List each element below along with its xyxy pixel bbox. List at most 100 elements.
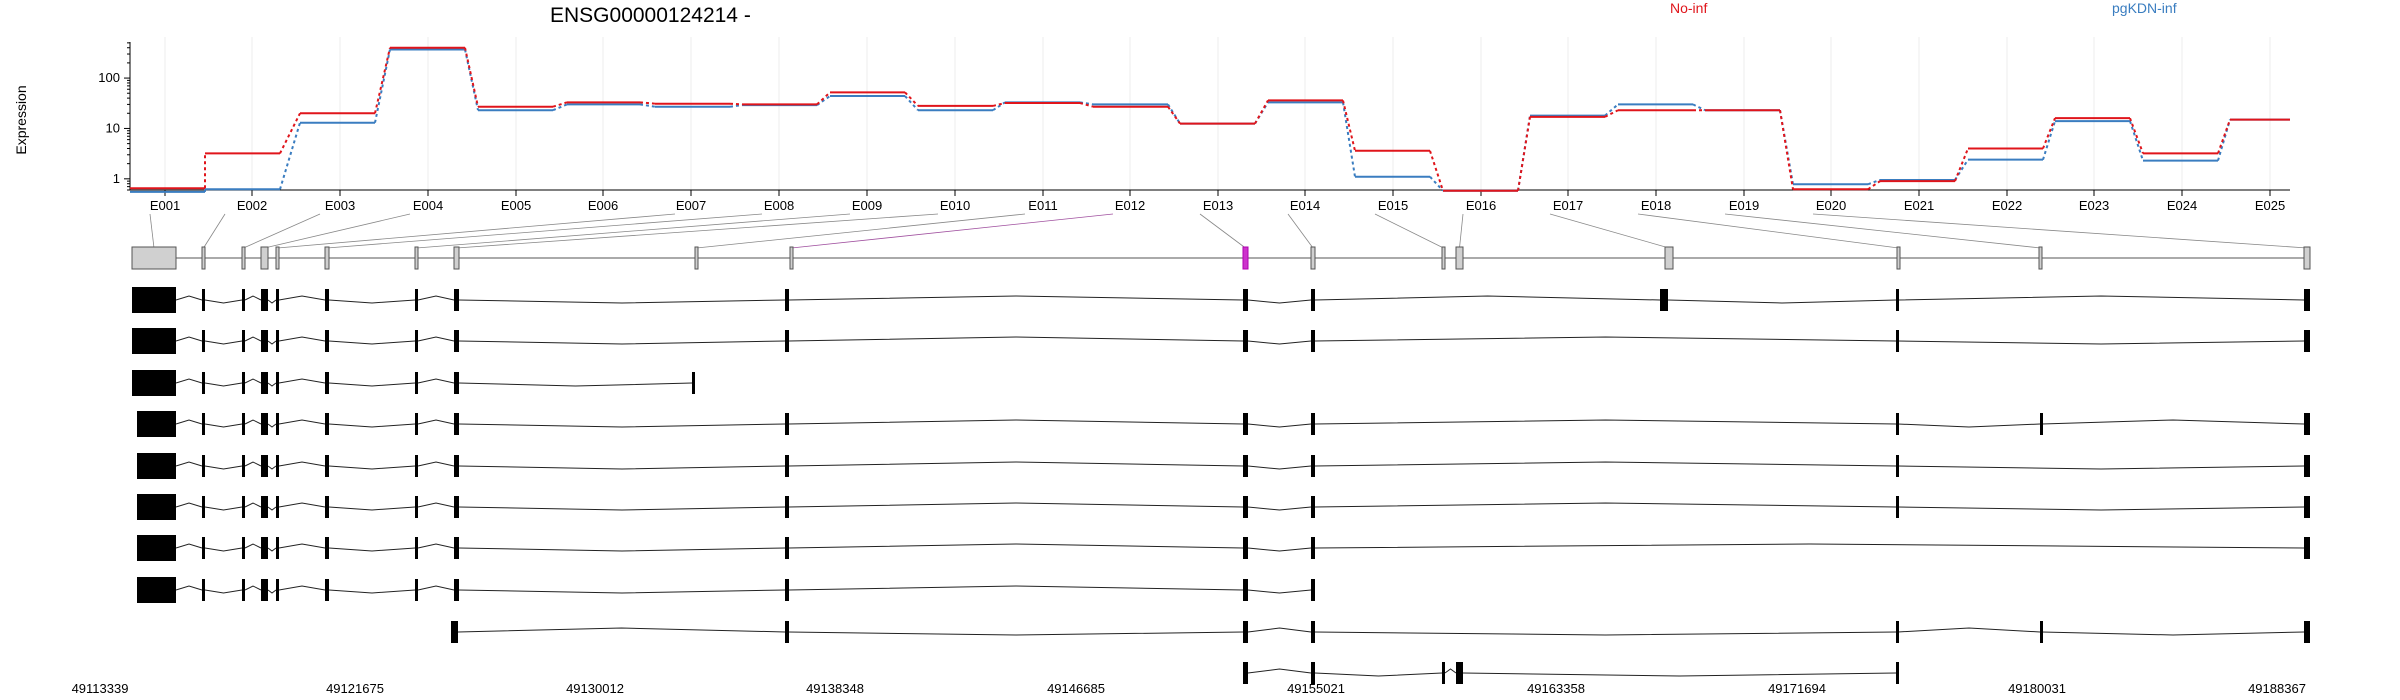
series-link bbox=[729, 104, 743, 108]
transcript-exon bbox=[454, 537, 459, 559]
exon-connector bbox=[416, 213, 851, 249]
intron bbox=[1247, 340, 1312, 345]
series-link bbox=[1867, 179, 1881, 186]
genomic-tick-label: 49121675 bbox=[326, 681, 384, 696]
intron bbox=[267, 506, 277, 511]
intron bbox=[788, 631, 1244, 636]
intron bbox=[278, 378, 326, 384]
transcript-exon bbox=[1243, 289, 1248, 311]
intron bbox=[204, 340, 243, 345]
series-link bbox=[639, 103, 656, 108]
exon-connector bbox=[1199, 213, 1246, 249]
transcript-exon bbox=[276, 413, 279, 435]
transcript-exon bbox=[137, 453, 176, 479]
transcript-exon bbox=[415, 579, 418, 601]
transcript-exon bbox=[1311, 289, 1315, 311]
intron bbox=[788, 419, 1244, 425]
intron bbox=[267, 340, 277, 345]
axis-layer: 1 10 100 E001 E002 E003 E004 E005 E006 E007 E008 E0… bbox=[98, 42, 2290, 213]
intron bbox=[175, 378, 203, 384]
transcript-exon bbox=[1442, 662, 1445, 684]
transcript-exon bbox=[1311, 496, 1315, 518]
transcript-exon bbox=[1311, 537, 1315, 559]
genomic-tick-label: 49130012 bbox=[566, 681, 624, 696]
x-tick-label: E014 bbox=[1290, 198, 1320, 213]
transcript-exon bbox=[137, 535, 176, 561]
transcript-exon bbox=[325, 289, 329, 311]
intron bbox=[244, 378, 262, 384]
intron bbox=[175, 295, 203, 301]
x-tick-label: E002 bbox=[237, 198, 267, 213]
transcript-exon bbox=[692, 372, 695, 394]
transcript-exon bbox=[261, 330, 268, 352]
series-link bbox=[552, 101, 568, 108]
intron bbox=[1897, 340, 2305, 345]
intron bbox=[417, 295, 455, 301]
series-link bbox=[1604, 109, 1619, 118]
transcript-exon bbox=[1311, 621, 1315, 643]
transcript-row bbox=[137, 494, 2310, 520]
transcript-exon bbox=[1896, 413, 1899, 435]
intron bbox=[788, 585, 1244, 591]
series-link bbox=[1254, 99, 1269, 125]
genomic-tick-label: 49138348 bbox=[806, 681, 864, 696]
transcript-exon bbox=[2304, 496, 2310, 518]
series-link bbox=[729, 102, 743, 106]
transcript-exon bbox=[202, 330, 205, 352]
intron bbox=[204, 382, 243, 387]
genomic-axis: 49113339 49121675 49130012 49138348 49146685… bbox=[72, 681, 2306, 696]
model-exon bbox=[260, 246, 269, 270]
series-link bbox=[2129, 120, 2144, 161]
series-link bbox=[2217, 119, 2231, 161]
intron bbox=[788, 295, 1244, 301]
transcript-exon bbox=[415, 413, 418, 435]
exon-connector bbox=[277, 213, 676, 249]
x-tick-label: E003 bbox=[325, 198, 355, 213]
exon-connector bbox=[1637, 213, 1899, 249]
intron bbox=[788, 502, 1244, 508]
series-no-inf bbox=[130, 46, 2290, 192]
transcript-exon bbox=[2304, 537, 2310, 559]
exon-connector bbox=[326, 213, 763, 249]
grid-layer bbox=[164, 37, 2271, 190]
transcript-exon bbox=[1456, 662, 1463, 684]
transcript-exon bbox=[415, 289, 418, 311]
series-link bbox=[464, 47, 479, 107]
exon-connector bbox=[696, 213, 1026, 249]
transcript-exon bbox=[451, 621, 458, 643]
intron bbox=[1314, 502, 1897, 508]
genomic-tick-label: 49188367 bbox=[2248, 681, 2306, 696]
transcript-exon bbox=[202, 537, 205, 559]
intron bbox=[2041, 631, 2305, 636]
transcript-exon bbox=[2040, 621, 2043, 643]
transcript-exon bbox=[2304, 330, 2310, 352]
transcript-exon bbox=[242, 579, 245, 601]
transcript-exon bbox=[261, 413, 268, 435]
intron bbox=[458, 299, 786, 304]
transcript-exon bbox=[454, 372, 459, 394]
series-link bbox=[1167, 103, 1181, 125]
x-tick-label: E025 bbox=[2255, 198, 2285, 213]
intron bbox=[204, 547, 243, 552]
x-tick-label: E001 bbox=[150, 198, 180, 213]
model-exon bbox=[789, 246, 794, 270]
intron bbox=[278, 461, 326, 467]
transcript-exon bbox=[202, 413, 205, 435]
transcript-exon bbox=[325, 455, 329, 477]
series-link bbox=[2129, 117, 2144, 154]
transcript-exon bbox=[325, 537, 329, 559]
intron bbox=[328, 340, 416, 345]
transcript-exon bbox=[132, 370, 176, 396]
intron bbox=[267, 382, 277, 387]
transcript-exon bbox=[242, 289, 245, 311]
transcript-exon bbox=[242, 413, 245, 435]
series-link bbox=[1079, 102, 1094, 108]
transcript-exon bbox=[325, 496, 329, 518]
model-exon bbox=[1441, 246, 1446, 270]
exon-connector bbox=[1459, 213, 1464, 249]
intron bbox=[1897, 506, 2305, 511]
model-exon bbox=[324, 246, 330, 270]
x-tick-label: E018 bbox=[1641, 198, 1671, 213]
series-link bbox=[1954, 148, 1969, 182]
